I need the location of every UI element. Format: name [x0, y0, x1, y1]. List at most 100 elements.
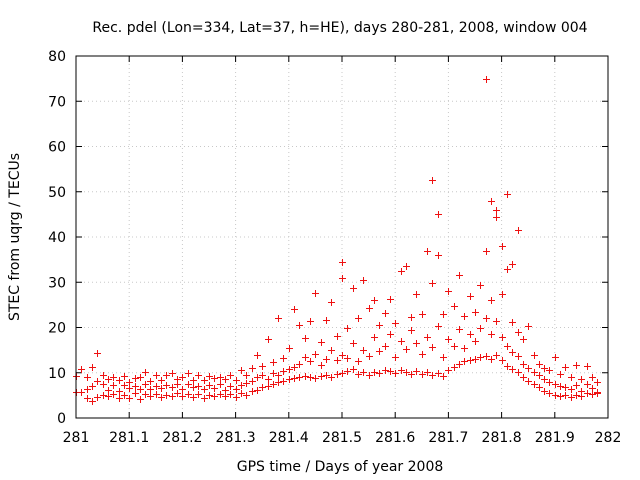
data-point	[360, 369, 367, 376]
data-point	[339, 259, 346, 266]
data-point	[153, 372, 160, 379]
data-point	[573, 382, 580, 389]
data-point	[546, 367, 553, 374]
data-point	[429, 280, 436, 287]
data-point	[105, 393, 112, 400]
x-tick-label: 281.6	[375, 430, 415, 446]
data-point	[211, 385, 218, 392]
data-point	[408, 314, 415, 321]
data-point	[509, 261, 516, 268]
data-point	[499, 291, 506, 298]
data-point	[179, 386, 186, 393]
x-tick-label: 281.5	[322, 430, 362, 446]
y-tick-label: 50	[48, 185, 66, 201]
data-point	[488, 198, 495, 205]
data-point	[280, 355, 287, 362]
data-point	[296, 361, 303, 368]
data-point	[350, 285, 357, 292]
data-point	[217, 374, 224, 381]
data-point	[302, 373, 309, 380]
data-point	[238, 367, 245, 374]
data-point	[419, 311, 426, 318]
data-point	[249, 388, 256, 395]
data-point	[323, 356, 330, 363]
data-point	[142, 381, 149, 388]
data-point	[488, 331, 495, 338]
data-point	[163, 382, 170, 389]
y-tick-label: 10	[48, 366, 66, 382]
data-point	[568, 394, 575, 401]
data-point	[562, 392, 569, 399]
data-point	[121, 382, 128, 389]
data-point	[419, 351, 426, 358]
data-point	[334, 333, 341, 340]
data-point	[403, 263, 410, 270]
data-point	[105, 376, 112, 383]
data-point	[467, 357, 474, 364]
data-point	[499, 357, 506, 364]
x-tick-label: 281.8	[482, 430, 522, 446]
data-point	[291, 364, 298, 371]
data-point	[142, 369, 149, 376]
data-point	[270, 359, 277, 366]
data-point	[147, 393, 154, 400]
data-point	[355, 371, 362, 378]
data-point	[227, 383, 234, 390]
data-point	[483, 76, 490, 83]
data-point	[350, 340, 357, 347]
data-point	[211, 375, 218, 382]
data-point	[493, 214, 500, 221]
data-point	[307, 318, 314, 325]
data-point	[515, 329, 522, 336]
data-point	[137, 374, 144, 381]
data-point	[344, 368, 351, 375]
data-point	[392, 320, 399, 327]
data-point	[568, 374, 575, 381]
data-point	[259, 363, 266, 370]
data-point	[121, 373, 128, 380]
data-point	[376, 348, 383, 355]
data-point	[339, 370, 346, 377]
data-point	[429, 344, 436, 351]
data-point	[116, 388, 123, 395]
data-point	[275, 315, 282, 322]
data-point	[398, 268, 405, 275]
data-point	[562, 364, 569, 371]
data-point	[238, 382, 245, 389]
data-point	[403, 369, 410, 376]
data-point	[270, 381, 277, 388]
data-point	[185, 381, 192, 388]
data-point	[371, 334, 378, 341]
data-point	[578, 388, 585, 395]
data-point	[323, 317, 330, 324]
data-point	[158, 385, 165, 392]
data-point	[302, 354, 309, 361]
data-point	[594, 390, 601, 397]
data-point	[499, 334, 506, 341]
data-point	[408, 371, 415, 378]
y-tick-label: 70	[48, 94, 66, 110]
data-point	[355, 315, 362, 322]
chart-title: Rec. pdel (Lon=334, Lat=37, h=HE), days …	[92, 20, 587, 36]
data-point	[366, 372, 373, 379]
data-point	[413, 291, 420, 298]
data-point	[78, 366, 85, 373]
data-point	[137, 386, 144, 393]
data-point	[190, 394, 197, 401]
data-point	[578, 376, 585, 383]
data-point	[174, 376, 181, 383]
data-point	[185, 391, 192, 398]
data-point	[429, 372, 436, 379]
data-point	[153, 391, 160, 398]
data-point	[275, 372, 282, 379]
data-point	[467, 331, 474, 338]
data-point	[195, 391, 202, 398]
data-point	[169, 370, 176, 377]
data-point	[265, 376, 272, 383]
data-point	[195, 383, 202, 390]
data-point	[371, 297, 378, 304]
data-point	[461, 358, 468, 365]
data-point	[515, 353, 522, 360]
data-point	[477, 282, 484, 289]
